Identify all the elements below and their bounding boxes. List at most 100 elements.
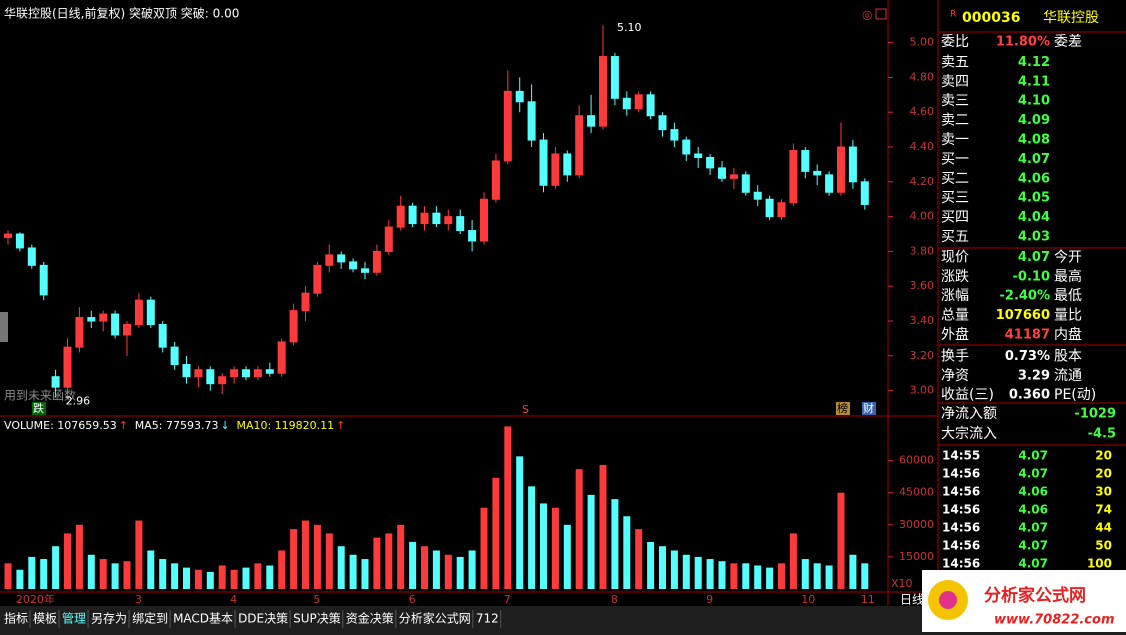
y-tick-label: 60000 bbox=[899, 454, 934, 467]
side-handle[interactable] bbox=[0, 312, 8, 342]
candle-body bbox=[372, 250, 381, 273]
volume-bar bbox=[516, 456, 524, 589]
volume-bar bbox=[551, 507, 559, 589]
x-tick-label: 3 bbox=[135, 593, 142, 606]
watermark-title: 分析家公式网 bbox=[984, 585, 1086, 606]
toolbar-item[interactable]: 管理 bbox=[62, 611, 86, 626]
toolbar-item[interactable]: DDE决策 bbox=[238, 612, 288, 626]
candle-body bbox=[349, 261, 358, 270]
toolbar-item[interactable]: SUP决策 bbox=[293, 612, 341, 626]
volume-bar bbox=[825, 565, 833, 589]
x-tick-label: 4 bbox=[230, 593, 237, 606]
candle-body bbox=[361, 268, 369, 273]
candle-body bbox=[123, 324, 131, 336]
candle-body bbox=[551, 153, 560, 186]
trade-volume: 30 bbox=[1095, 485, 1112, 499]
volume-bar bbox=[409, 541, 417, 589]
volume-bar bbox=[16, 569, 24, 589]
trade-price: 4.07 bbox=[1018, 467, 1048, 481]
quote-value: 0.73% bbox=[1005, 349, 1050, 364]
x-tick-label: 6 bbox=[409, 593, 416, 606]
toolbar-item[interactable]: MACD基本 bbox=[173, 612, 233, 626]
volume-bar bbox=[730, 563, 738, 589]
quote-label: PE(动) bbox=[1054, 387, 1096, 403]
volume-bar bbox=[230, 569, 238, 589]
quote-value: 3.29 bbox=[1018, 368, 1050, 383]
quote-value: 4.03 bbox=[1018, 230, 1050, 245]
window-button[interactable] bbox=[875, 8, 887, 20]
volume-bar bbox=[468, 550, 476, 589]
candle-body bbox=[491, 160, 500, 200]
trade-volume: 44 bbox=[1095, 521, 1112, 535]
quote-label: 卖五 bbox=[941, 54, 969, 70]
note: 用到未来函数 bbox=[4, 388, 76, 403]
volume-bar bbox=[337, 546, 345, 589]
volume-legend-arrow: ↑ bbox=[119, 419, 128, 432]
y-tick-label: 4.80 bbox=[910, 70, 935, 83]
volume-bar bbox=[40, 559, 48, 589]
toolbar-item[interactable]: 指标 bbox=[4, 611, 28, 626]
candle-body bbox=[265, 369, 274, 374]
tag: 榜 bbox=[837, 401, 848, 415]
candle-body bbox=[718, 167, 726, 179]
min-label: 2.96 bbox=[66, 395, 91, 408]
trade-time: 14:56 bbox=[942, 503, 980, 517]
volume-bar bbox=[706, 559, 714, 589]
candle-body bbox=[408, 205, 417, 225]
quote-label: 买二 bbox=[941, 171, 969, 187]
volume-bar bbox=[456, 556, 464, 589]
candle-body bbox=[301, 292, 310, 312]
tag-bg bbox=[836, 402, 850, 415]
quote-value: 41187 bbox=[1005, 328, 1050, 343]
toolbar-item[interactable]: 模板 bbox=[33, 612, 57, 626]
window-button[interactable]: ◎ bbox=[862, 8, 872, 22]
volume-bar bbox=[218, 565, 226, 589]
toolbar-item[interactable]: 分析家公式网 bbox=[399, 611, 471, 626]
candle-body bbox=[837, 146, 845, 193]
volume-bar bbox=[611, 499, 619, 589]
candle-body bbox=[848, 146, 857, 183]
trade-time: 14:56 bbox=[942, 485, 980, 499]
candle-body bbox=[539, 139, 548, 186]
volume-bar bbox=[349, 554, 357, 589]
volume-bar bbox=[147, 550, 155, 589]
flow-label: 净流入额 bbox=[941, 406, 997, 422]
toolbar-item[interactable]: 资金决策 bbox=[346, 611, 394, 626]
volume-bar bbox=[123, 561, 131, 589]
candle-body bbox=[230, 369, 239, 378]
quote-value: -2.40% bbox=[1000, 289, 1051, 304]
volume-bar bbox=[849, 554, 857, 589]
flow-value: -1029 bbox=[1074, 407, 1116, 422]
candle-body bbox=[253, 369, 262, 378]
trade-volume: 100 bbox=[1087, 557, 1112, 571]
quote-label: 买一 bbox=[941, 151, 969, 167]
quote-label: 卖三 bbox=[941, 93, 969, 109]
toolbar-item[interactable]: 绑定到 bbox=[132, 611, 168, 626]
trade-price: 4.07 bbox=[1018, 557, 1048, 571]
y-tick-label: 15000 bbox=[899, 550, 934, 563]
y-tick-label: 3.00 bbox=[910, 384, 935, 397]
quote-value: 4.04 bbox=[1018, 210, 1050, 225]
x-tick-label: 5 bbox=[313, 593, 320, 606]
period[interactable]: 日线 bbox=[900, 593, 924, 607]
candle-body bbox=[15, 233, 24, 249]
candle-body bbox=[801, 150, 810, 172]
candle-body bbox=[610, 56, 619, 99]
candle-body bbox=[456, 216, 465, 232]
volume-bar bbox=[325, 533, 333, 589]
y-tick-label: 3.80 bbox=[910, 244, 935, 257]
volume-bar bbox=[99, 559, 107, 589]
trade-price: 4.07 bbox=[1018, 449, 1048, 463]
candle-body bbox=[444, 216, 453, 225]
quote-label: 买三 bbox=[941, 190, 969, 206]
candle-body bbox=[741, 174, 750, 193]
max-label: 5.10 bbox=[617, 21, 642, 34]
toolbar-item[interactable]: 712 bbox=[476, 612, 499, 626]
quote-label: 买五 bbox=[941, 229, 969, 245]
y-tick-label: 45000 bbox=[899, 486, 934, 499]
watermark-logo bbox=[939, 591, 957, 609]
candle-body bbox=[634, 94, 643, 110]
volume-legend: VOLUME: 107659.53 bbox=[4, 419, 117, 432]
quote-value: 4.10 bbox=[1018, 94, 1050, 109]
toolbar-item[interactable]: 另存为 bbox=[91, 612, 127, 626]
